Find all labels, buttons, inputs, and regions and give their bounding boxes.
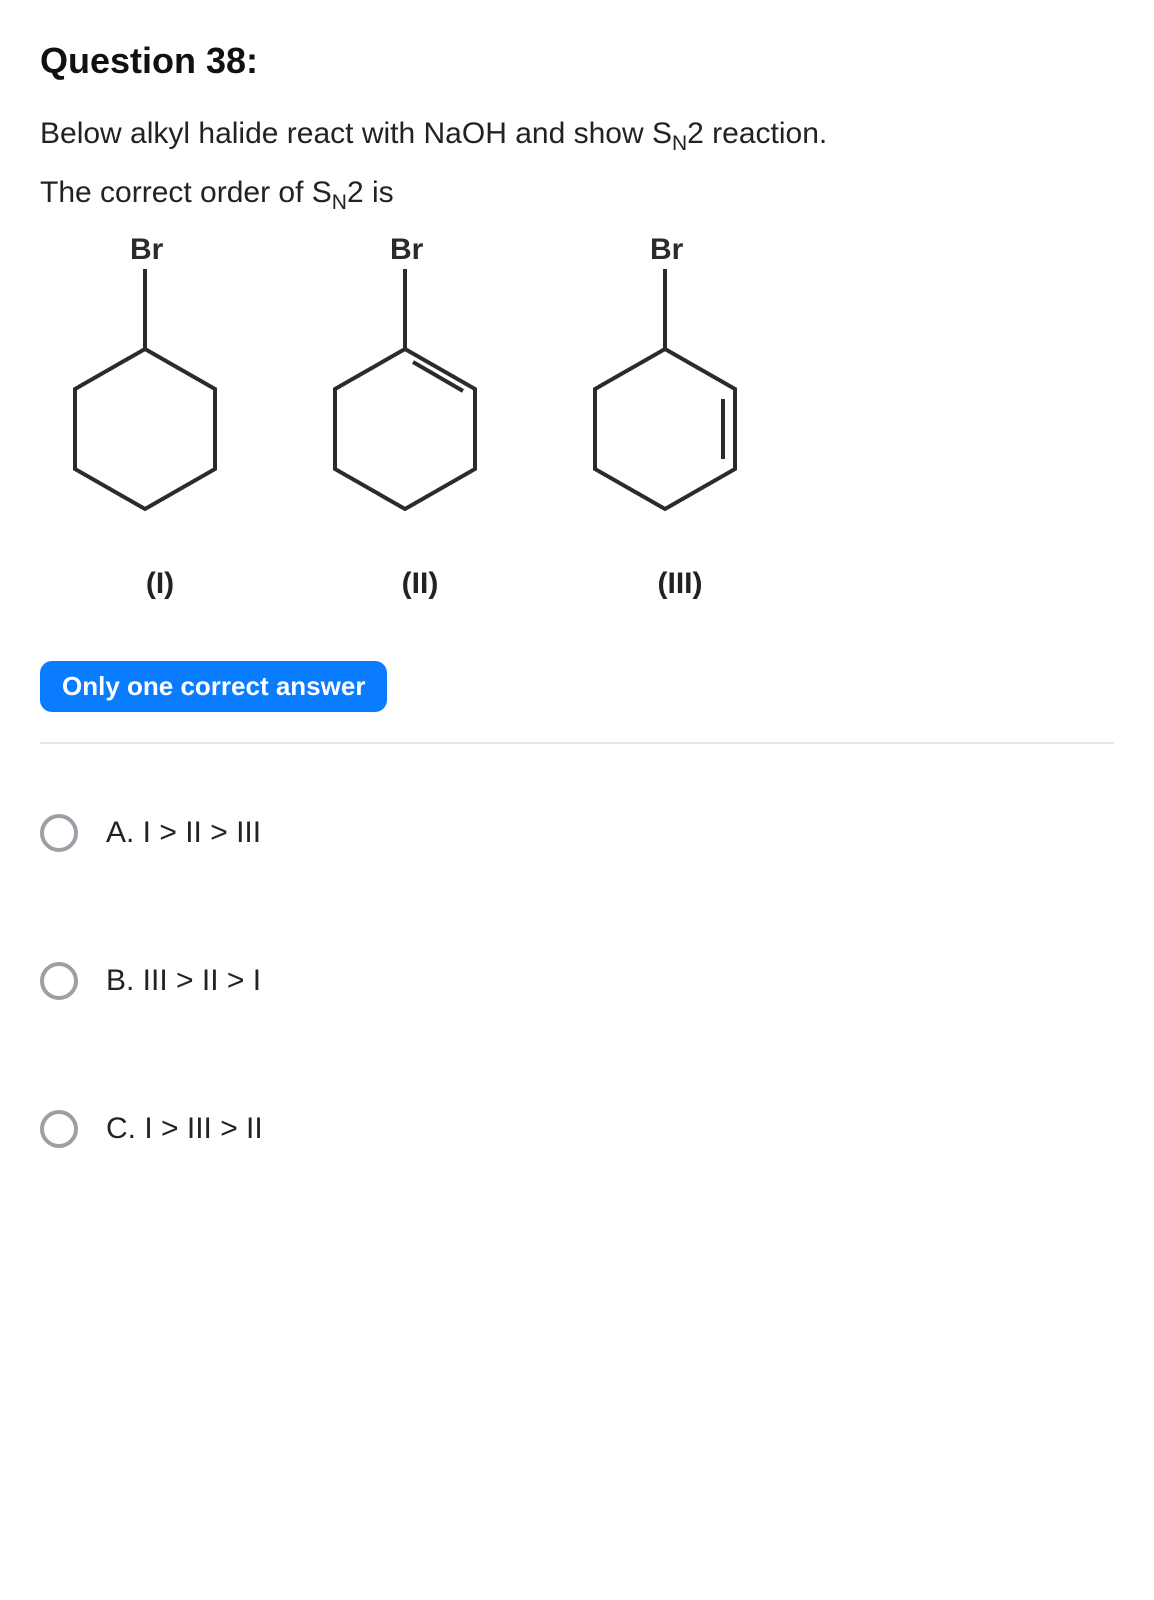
text: The correct order of S xyxy=(40,176,332,209)
radio-icon[interactable] xyxy=(40,814,78,852)
divider xyxy=(40,742,1114,744)
option-b[interactable]: B. III > II > I xyxy=(40,962,1114,1000)
radio-icon[interactable] xyxy=(40,962,78,1000)
structures-row: Br (I) Br (II) Br (III) xyxy=(40,229,1114,601)
subscript: N xyxy=(672,132,687,155)
option-a[interactable]: A. I > II > III xyxy=(40,814,1114,852)
structure-2: Br (II) xyxy=(320,229,520,601)
option-a-label: A. I > II > III xyxy=(106,816,261,850)
option-c[interactable]: C. I > III > II xyxy=(40,1110,1114,1148)
structure-3: Br (III) xyxy=(580,229,780,601)
option-c-label: C. I > III > II xyxy=(106,1112,263,1146)
molecule-svg-1: Br xyxy=(60,229,260,549)
question-title: Question 38: xyxy=(40,40,1114,82)
question-line-1: Below alkyl halide react with NaOH and s… xyxy=(40,110,1114,161)
structure-label-1: (I) xyxy=(146,567,174,601)
option-b-label: B. III > II > I xyxy=(106,964,261,998)
atom-label: Br xyxy=(390,233,424,266)
structure-1: Br (I) xyxy=(60,229,260,601)
subscript: N xyxy=(332,191,347,214)
atom-label: Br xyxy=(650,233,684,266)
text: Below alkyl halide react with NaOH and s… xyxy=(40,117,672,150)
structure-label-3: (III) xyxy=(658,567,703,601)
molecule-svg-2: Br xyxy=(320,229,520,549)
text: 2 reaction. xyxy=(687,117,827,150)
question-line-2: The correct order of SN2 is xyxy=(40,169,1114,220)
structure-label-2: (II) xyxy=(402,567,439,601)
answer-type-badge: Only one correct answer xyxy=(40,661,387,712)
radio-icon[interactable] xyxy=(40,1110,78,1148)
molecule-svg-3: Br xyxy=(580,229,780,549)
atom-label: Br xyxy=(130,233,164,266)
text: 2 is xyxy=(347,176,394,209)
